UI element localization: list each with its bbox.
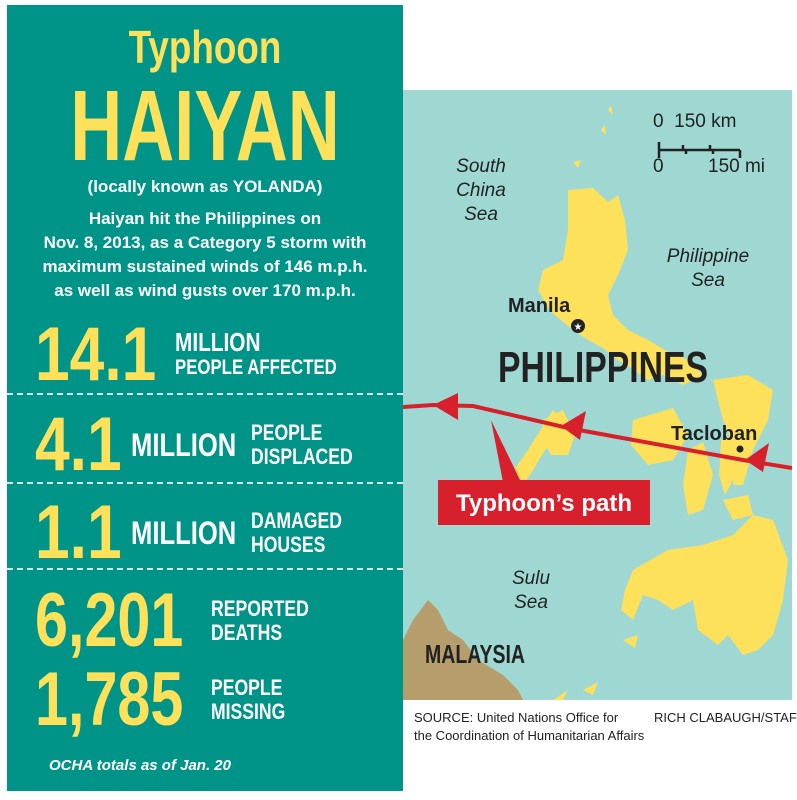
stat-label: PEOPLE MISSING [211,676,285,724]
cebu [719,435,738,495]
label-south-china-sea: Sea [464,204,498,225]
description-line: Haiyan hit the Philippines on [88,209,322,228]
tacloban-dot [736,445,744,453]
stat-affected: 14.1 MILLION PEOPLE AFFECTED [35,317,377,393]
stat-houses: 1.1 MILLION DAMAGED HOUSES [35,495,365,571]
credit: RICH CLABAUGH/STAFF [654,710,797,725]
sulu-islands [553,635,638,700]
samar-leyte [713,375,773,485]
star-icon: ★ [574,322,583,333]
luzon [538,188,703,385]
scale-zero-label: 0 [653,156,664,177]
batanes-islands [573,105,613,168]
stat-label: REPORTED DEATHS [211,597,309,645]
label-philippine-sea: Philippine [667,246,749,267]
stat-label-line: MISSING [211,699,286,724]
label-malaysia: MALAYSIA [425,639,525,669]
mindanao [621,515,788,655]
title-large: HAIYAN [70,70,340,182]
arrow-icon [561,411,586,440]
philippines-map: 0 150 km 0 150 mi South China Sea Philip… [403,90,792,700]
stat-label-line: PEOPLE [211,675,283,700]
label-philippine-sea: Sea [691,270,725,291]
description-line: Nov. 8, 2013, as a Category 5 storm with [43,233,367,252]
bohol [723,495,753,520]
label-south-china-sea: South [456,156,506,177]
label-sulu-sea: Sulu [512,568,550,589]
description-line: as well as wind gusts over 170 m.p.h. [54,281,356,300]
stat-label: PEOPLE DISPLACED [251,421,353,469]
stat-number: 1,785 [35,657,184,742]
stats-panel: Typhoon HAIYAN (locally known as YOLANDA… [7,5,403,791]
source-line: the Coordination of Humanitarian Affairs [414,728,645,743]
scale-bar: 0 150 km 0 150 mi [653,111,765,177]
label-philippines: PHILIPPINES [498,343,708,392]
arrow-icon [745,443,769,472]
stat-label-line: PEOPLE [251,420,323,445]
capital-star-icon [571,319,585,333]
typhoon-path: Typhoon’s path [403,393,792,525]
divider [7,482,403,484]
label-tacloban: Tacloban [671,423,757,445]
scale-ruler [657,142,742,158]
callout-pointer [491,420,521,482]
label-manila: Manila [508,295,571,317]
stat-label-line: DISPLACED [251,444,353,469]
scale-km-label: 0 150 km [653,111,736,132]
title-small: Typhoon [128,21,282,73]
panay [631,408,688,465]
stat-unit: MILLION [131,427,237,463]
divider [7,393,403,395]
stat-label-line: HOUSES [251,532,326,557]
description: Haiyan hit the Philippines on Nov. 8, 20… [7,207,403,303]
callout-label: Typhoon’s path [456,490,632,517]
stat-label-line: DEATHS [211,620,283,645]
stat-displaced: 4.1 MILLION PEOPLE DISPLACED [35,407,378,483]
stat-deaths: 6,201 REPORTED DEATHS [35,583,333,659]
callout-box [438,480,650,525]
stat-unit: MILLION [175,327,261,357]
stat-number: 1.1 [35,490,122,575]
stat-number: 4.1 [35,402,122,487]
stat-unit: MILLION [131,515,237,551]
negros [683,442,713,515]
subtitle: (locally known as YOLANDA) [87,177,323,196]
stat-label-line: PEOPLE AFFECTED [175,356,337,379]
label-sulu-sea: Sea [514,592,548,613]
stat-label: DAMAGED HOUSES [251,509,342,557]
stat-number: 14.1 [35,312,157,397]
stat-missing: 1,785 PEOPLE MISSING [35,662,304,738]
stat-number: 6,201 [35,578,184,663]
description-line: maximum sustained winds of 146 m.p.h. [42,257,368,276]
malaysia-landmass [403,600,523,700]
stat-label-line: REPORTED [211,596,309,621]
scale-mi-label: 150 mi [708,156,765,177]
stat-label-line: DAMAGED [251,508,342,533]
stat-label: MILLION PEOPLE AFFECTED [175,329,337,381]
divider [7,568,403,570]
label-south-china-sea: China [456,180,506,201]
arrow-icon [433,393,458,420]
source-line: SOURCE: United Nations Office for [414,710,619,725]
note: OCHA totals as of Jan. 20 [49,757,231,774]
